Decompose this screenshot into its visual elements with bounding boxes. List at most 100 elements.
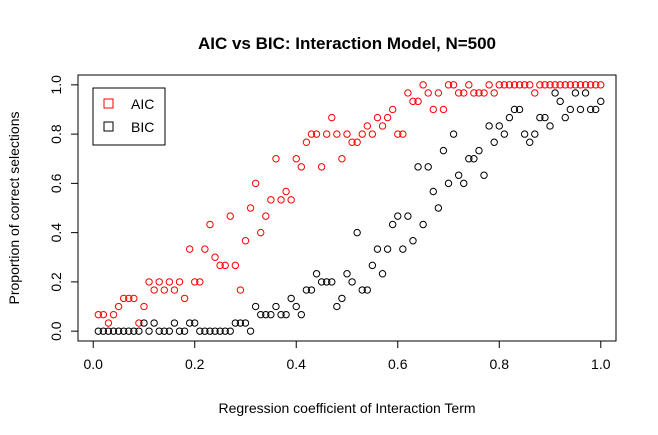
- bic-point: [211, 327, 219, 335]
- legend-symbol-aic: [103, 98, 114, 109]
- aic-point: [292, 155, 300, 163]
- bic-point: [576, 105, 585, 114]
- aic-point: [312, 130, 321, 138]
- aic-point: [399, 130, 407, 138]
- aic-point: [94, 310, 103, 319]
- x-axis-label: Regression coefficient of Interaction Te…: [218, 400, 475, 416]
- bic-point: [363, 286, 372, 294]
- aic-point: [586, 81, 595, 89]
- aic-point: [272, 155, 280, 163]
- aic-point: [206, 220, 214, 229]
- aic-point: [180, 294, 189, 303]
- aic-point: [277, 196, 285, 204]
- bic-point: [328, 278, 336, 286]
- bic-point: [475, 146, 483, 155]
- aic-point: [236, 286, 245, 294]
- bic-point: [155, 327, 163, 335]
- aic-point: [175, 278, 184, 286]
- aic-point: [454, 89, 463, 97]
- bic-point: [561, 113, 569, 122]
- aic-point: [414, 97, 422, 106]
- aic-point: [475, 89, 483, 97]
- bic-point: [165, 327, 174, 335]
- aic-point: [150, 286, 158, 294]
- bic-point: [150, 319, 158, 327]
- bic-point: [297, 310, 306, 319]
- bic-point: [262, 310, 270, 319]
- aic-point: [480, 89, 488, 97]
- aic-point: [566, 81, 575, 89]
- aic-point: [231, 261, 240, 270]
- aic-point: [388, 105, 397, 114]
- bic-point: [282, 310, 290, 319]
- aic-point: [343, 130, 351, 138]
- aic-point: [119, 294, 128, 303]
- bic-point: [373, 245, 382, 253]
- aic-point: [307, 130, 316, 138]
- legend-box: [92, 87, 166, 146]
- bic-point: [196, 327, 204, 335]
- data-points: [94, 81, 605, 335]
- bic-point: [160, 327, 168, 335]
- y-axis: 0.0 0.2 0.4 0.6 0.8 1.0: [48, 75, 78, 341]
- plot-box: [77, 74, 617, 342]
- aic-point: [251, 179, 260, 188]
- bic-point: [343, 270, 351, 278]
- aic-point: [500, 81, 509, 89]
- x-tick-label: 0.0: [83, 356, 103, 372]
- aic-point: [196, 278, 204, 286]
- aic-point: [576, 81, 585, 89]
- aic-point: [104, 319, 113, 327]
- bic-point: [241, 319, 250, 327]
- bic-point: [495, 122, 503, 130]
- aic-point: [368, 130, 377, 138]
- series-aic: [94, 81, 605, 327]
- aic-point: [485, 81, 493, 89]
- aic-point: [216, 261, 224, 270]
- bic-point: [114, 327, 123, 335]
- aic-point: [201, 245, 209, 253]
- bic-point: [465, 155, 473, 163]
- aic-point: [490, 89, 498, 97]
- bic-point: [429, 187, 437, 196]
- aic-point: [297, 163, 306, 171]
- aic-point: [597, 81, 605, 89]
- bic-point: [145, 327, 153, 335]
- bic-point: [130, 327, 138, 335]
- bic-point: [251, 302, 260, 311]
- aic-point: [541, 81, 549, 89]
- series-bic: [94, 89, 605, 335]
- aic-point: [262, 212, 270, 220]
- bic-point: [292, 302, 300, 311]
- bic-point: [236, 319, 245, 327]
- bic-point: [109, 327, 118, 335]
- aic-point: [515, 81, 524, 89]
- bic-point: [394, 212, 402, 220]
- aic-point: [556, 81, 564, 89]
- bic-point: [439, 146, 448, 155]
- aic-point: [348, 138, 356, 146]
- bic-point: [434, 204, 443, 212]
- bic-point: [221, 327, 229, 335]
- bic-point: [409, 237, 417, 245]
- aic-point: [302, 138, 311, 146]
- aic-point: [526, 81, 534, 89]
- aic-point: [531, 89, 539, 97]
- aic-point: [185, 245, 194, 253]
- aic-point: [383, 113, 392, 122]
- bic-point: [348, 278, 356, 286]
- aic-point: [328, 113, 336, 122]
- aic-point: [419, 81, 427, 89]
- bic-point: [125, 327, 133, 335]
- aic-point: [130, 294, 138, 303]
- aic-point: [536, 81, 544, 89]
- bic-point: [510, 105, 519, 114]
- legend-symbol-bic: [103, 121, 114, 132]
- bic-point: [185, 319, 194, 327]
- bic-point: [566, 105, 575, 114]
- bic-point: [277, 310, 285, 319]
- aic-point: [495, 81, 503, 89]
- y-tick-label: 1.0: [48, 75, 64, 95]
- x-tick-label: 0.8: [490, 356, 510, 372]
